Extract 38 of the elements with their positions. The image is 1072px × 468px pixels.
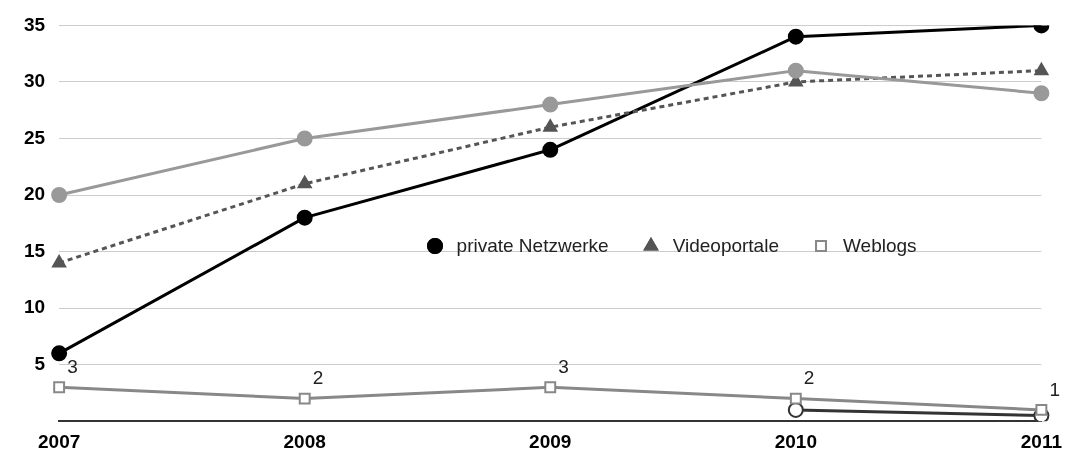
point: [787, 28, 804, 45]
x-tick-label: 2007: [37, 430, 81, 452]
data-label: 2: [803, 367, 815, 389]
legend-label: Weblogs: [842, 235, 917, 258]
data-label: 2: [312, 367, 324, 389]
y-tick-label: 5: [34, 352, 46, 374]
point: [787, 62, 804, 79]
point: [1034, 62, 1049, 76]
point: [1035, 403, 1048, 416]
point: [542, 96, 559, 113]
data-label: 3: [558, 356, 569, 378]
x-tick-label: 2009: [529, 430, 572, 452]
point: [298, 392, 311, 405]
legend-label: Videoportale: [672, 235, 779, 258]
point: [51, 187, 68, 204]
x-tick-label: 2008: [283, 430, 326, 452]
y-tick-label: 35: [23, 13, 46, 35]
y-tick-label: 20: [23, 183, 46, 205]
point: [296, 130, 313, 147]
y-tick-label: 10: [23, 296, 46, 318]
point: [51, 345, 68, 362]
data-label: 1: [1049, 378, 1060, 400]
data-label: 3: [67, 356, 78, 378]
point: [1033, 85, 1050, 102]
point: [52, 254, 67, 268]
y-tick-label: 30: [23, 70, 46, 92]
point: [297, 175, 312, 189]
point: [543, 119, 558, 132]
y-tick-label: 25: [23, 126, 46, 148]
legend-label: private Netzwerke: [456, 235, 609, 258]
point: [542, 141, 559, 158]
point: [544, 381, 557, 394]
point: [789, 392, 802, 405]
point: [53, 381, 66, 394]
x-tick-label: 2011: [1020, 430, 1063, 452]
point: [296, 209, 313, 226]
x-tick-label: 2010: [774, 430, 817, 452]
y-tick-label: 15: [23, 239, 46, 261]
